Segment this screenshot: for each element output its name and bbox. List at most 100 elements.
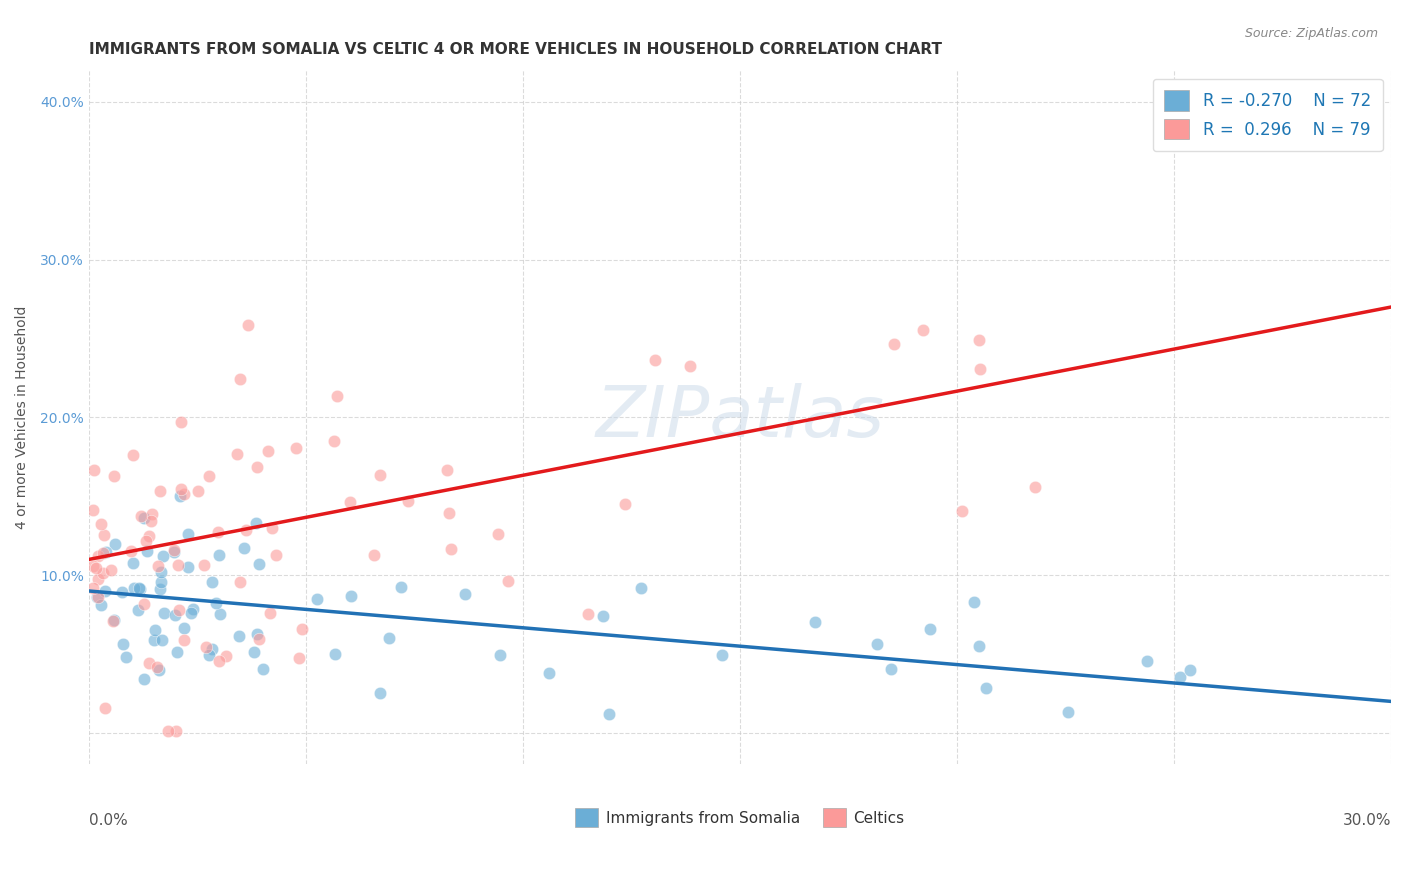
- Point: [488, 648, 510, 662]
- Point: [86, 561, 108, 575]
- Point: [264, 549, 287, 563]
- Point: [969, 362, 991, 376]
- Point: [208, 607, 231, 622]
- Point: [121, 556, 143, 570]
- Point: [127, 603, 149, 617]
- Point: [129, 508, 152, 523]
- Point: [370, 686, 392, 700]
- Point: [644, 352, 666, 367]
- Point: [132, 673, 155, 687]
- Point: [122, 581, 145, 595]
- Point: [201, 574, 224, 589]
- Point: [111, 637, 134, 651]
- Point: [132, 511, 155, 525]
- Point: [260, 521, 283, 535]
- Point: [173, 621, 195, 635]
- Text: ZIPatlas: ZIPatlas: [595, 383, 884, 452]
- Point: [453, 587, 475, 601]
- Point: [228, 629, 250, 643]
- Point: [880, 662, 903, 676]
- Point: [950, 504, 973, 518]
- Point: [363, 549, 385, 563]
- Point: [679, 359, 702, 374]
- Point: [148, 663, 170, 677]
- Point: [592, 608, 614, 623]
- Point: [246, 459, 269, 474]
- Point: [138, 656, 160, 670]
- Point: [205, 596, 228, 610]
- Point: [135, 534, 157, 549]
- Text: 30.0%: 30.0%: [1343, 814, 1391, 828]
- Text: 0.0%: 0.0%: [89, 814, 128, 828]
- Point: [259, 606, 281, 620]
- Point: [146, 660, 169, 674]
- Point: [208, 549, 231, 563]
- Point: [120, 544, 142, 558]
- Point: [163, 607, 186, 622]
- Point: [94, 584, 117, 599]
- Point: [252, 662, 274, 676]
- Point: [163, 545, 186, 559]
- Point: [149, 483, 172, 498]
- Point: [912, 323, 935, 337]
- Point: [963, 594, 986, 608]
- Point: [247, 632, 270, 646]
- Point: [82, 558, 104, 573]
- Point: [122, 448, 145, 462]
- Point: [257, 443, 280, 458]
- Point: [142, 632, 165, 647]
- Point: [215, 649, 238, 664]
- Point: [169, 489, 191, 503]
- Point: [141, 514, 163, 528]
- Point: [187, 484, 209, 499]
- Point: [94, 701, 117, 715]
- Point: [1168, 670, 1191, 684]
- Point: [87, 549, 110, 564]
- Point: [90, 599, 112, 613]
- Point: [1136, 654, 1159, 668]
- Point: [339, 495, 361, 509]
- Legend: Immigrants from Somalia, Celtics: Immigrants from Somalia, Celtics: [569, 802, 911, 833]
- Point: [378, 632, 401, 646]
- Point: [228, 574, 250, 589]
- Point: [149, 582, 172, 596]
- Point: [150, 575, 173, 590]
- Point: [104, 536, 127, 550]
- Point: [138, 528, 160, 542]
- Point: [226, 447, 249, 461]
- Point: [538, 665, 561, 680]
- Point: [437, 506, 460, 520]
- Point: [170, 415, 193, 429]
- Point: [150, 565, 173, 579]
- Point: [866, 637, 889, 651]
- Point: [967, 334, 990, 348]
- Point: [167, 558, 190, 572]
- Point: [103, 613, 125, 627]
- Point: [180, 606, 202, 620]
- Point: [128, 581, 150, 595]
- Point: [165, 724, 187, 739]
- Point: [91, 566, 114, 580]
- Point: [198, 648, 221, 662]
- Point: [229, 372, 252, 386]
- Point: [630, 581, 652, 595]
- Point: [326, 389, 349, 403]
- Point: [93, 527, 115, 541]
- Point: [711, 648, 734, 662]
- Point: [169, 603, 191, 617]
- Point: [176, 560, 198, 574]
- Point: [325, 648, 347, 662]
- Point: [207, 524, 229, 539]
- Point: [398, 494, 420, 508]
- Point: [440, 541, 463, 556]
- Point: [974, 681, 997, 695]
- Point: [82, 581, 104, 595]
- Point: [291, 622, 314, 636]
- Point: [305, 592, 328, 607]
- Point: [578, 607, 600, 621]
- Point: [370, 467, 392, 482]
- Point: [181, 602, 204, 616]
- Point: [103, 614, 125, 628]
- Point: [883, 336, 905, 351]
- Point: [128, 582, 150, 596]
